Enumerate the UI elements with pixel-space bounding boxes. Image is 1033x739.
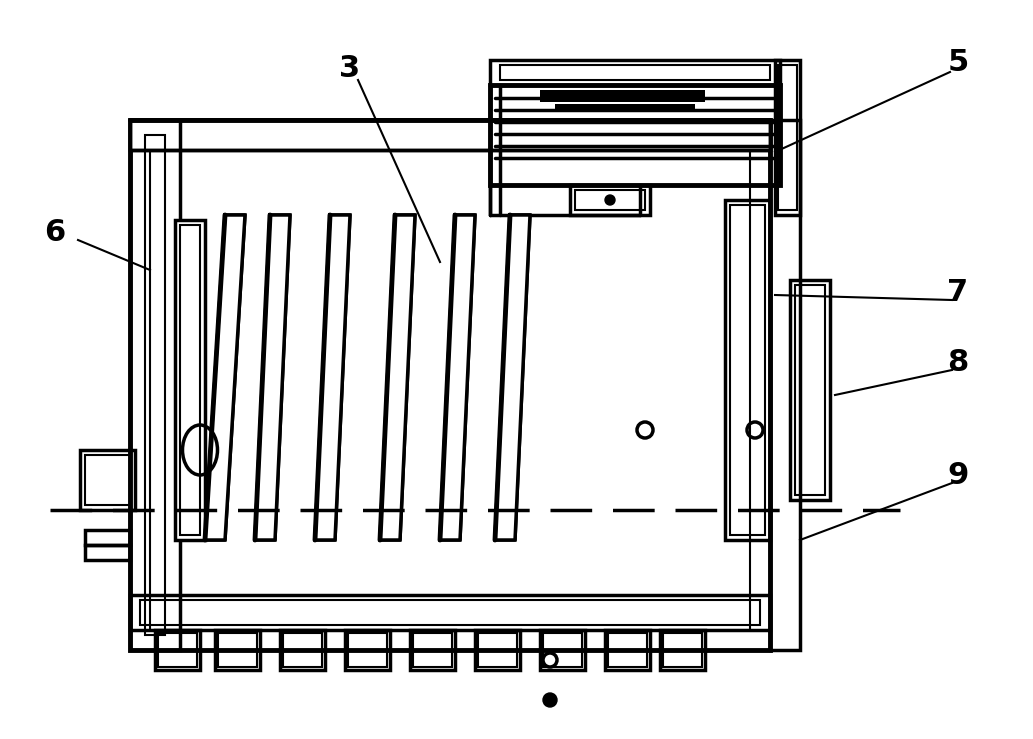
Polygon shape xyxy=(440,215,475,540)
Bar xyxy=(348,633,387,667)
Bar xyxy=(130,120,770,650)
Bar xyxy=(795,285,825,495)
Text: 5: 5 xyxy=(947,47,969,77)
Bar xyxy=(85,530,130,545)
Bar xyxy=(540,630,585,670)
Bar xyxy=(478,633,516,667)
Bar xyxy=(490,60,780,85)
Bar xyxy=(280,630,325,670)
Bar xyxy=(543,633,582,667)
Bar xyxy=(608,633,647,667)
Polygon shape xyxy=(255,215,290,540)
Text: 9: 9 xyxy=(947,460,969,489)
Text: 3: 3 xyxy=(340,53,361,83)
Bar xyxy=(663,633,702,667)
Bar xyxy=(130,595,770,630)
Circle shape xyxy=(605,195,615,205)
Bar xyxy=(140,600,760,625)
Bar xyxy=(130,120,180,650)
Polygon shape xyxy=(205,215,245,540)
Text: 6: 6 xyxy=(44,217,66,247)
Bar xyxy=(660,630,705,670)
Circle shape xyxy=(543,693,557,707)
Bar xyxy=(605,630,650,670)
Bar xyxy=(730,205,765,535)
Bar xyxy=(540,90,705,102)
Bar xyxy=(130,120,770,150)
Bar xyxy=(85,545,130,560)
Bar xyxy=(770,120,800,650)
Bar xyxy=(215,630,260,670)
Bar xyxy=(413,633,452,667)
Polygon shape xyxy=(495,215,530,540)
Bar xyxy=(180,225,200,535)
Bar xyxy=(345,630,390,670)
Bar xyxy=(158,633,197,667)
Bar xyxy=(490,85,780,185)
Bar xyxy=(410,630,455,670)
Bar xyxy=(778,65,797,210)
Bar xyxy=(175,220,205,540)
Bar xyxy=(150,140,750,630)
Bar xyxy=(475,630,520,670)
Bar xyxy=(725,200,770,540)
Polygon shape xyxy=(315,215,350,540)
Bar xyxy=(570,185,650,215)
Bar xyxy=(283,633,322,667)
Bar xyxy=(218,633,257,667)
Bar xyxy=(790,280,829,500)
Bar xyxy=(155,630,200,670)
Bar xyxy=(555,104,695,112)
Bar xyxy=(500,65,770,80)
Bar xyxy=(85,455,130,505)
Bar xyxy=(575,190,645,210)
Bar xyxy=(775,60,800,215)
Polygon shape xyxy=(380,215,415,540)
Text: 7: 7 xyxy=(947,278,969,307)
Bar xyxy=(80,450,135,510)
Text: 8: 8 xyxy=(947,347,969,376)
Bar xyxy=(145,135,165,635)
